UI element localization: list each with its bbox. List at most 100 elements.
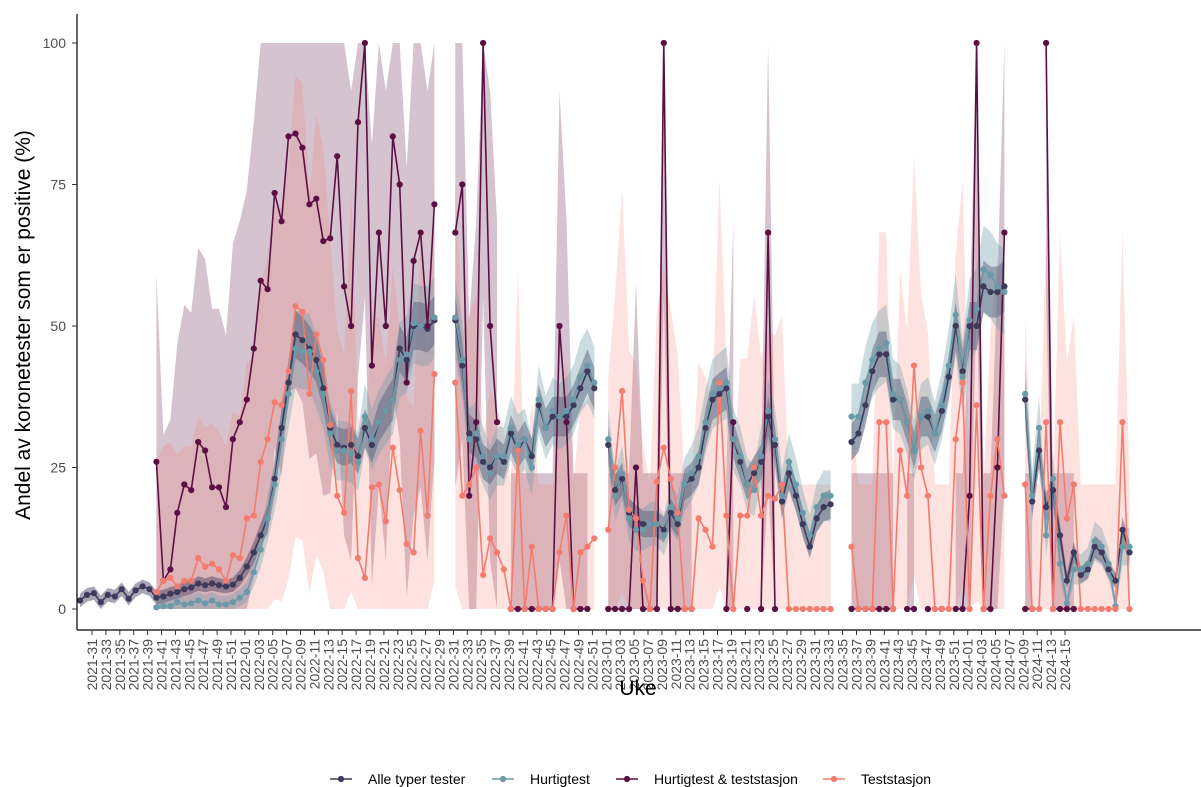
data-point-1-5 bbox=[188, 600, 195, 607]
data-point-1-84 bbox=[758, 453, 765, 460]
x-tick-label-6: 2021-43 bbox=[167, 639, 183, 691]
data-point-2-78 bbox=[771, 605, 779, 613]
data-point-0-133 bbox=[1049, 487, 1057, 494]
data-point-0-89 bbox=[716, 390, 723, 397]
data-point-1-129 bbox=[1098, 543, 1105, 550]
x-tick-label-28: 2022-35 bbox=[473, 639, 489, 691]
data-point-1-1 bbox=[160, 603, 167, 610]
x-tick-label-35: 2022-49 bbox=[571, 639, 587, 691]
data-point-1-103 bbox=[904, 419, 911, 426]
data-point-2-102 bbox=[1056, 605, 1064, 613]
data-point-1-124 bbox=[1063, 600, 1070, 607]
x-tick-label-17: 2022-13 bbox=[320, 639, 336, 691]
y-tick-label-25: 25 bbox=[50, 460, 66, 476]
data-point-0-129 bbox=[1022, 396, 1029, 403]
data-point-3-52 bbox=[528, 543, 535, 550]
data-point-2-49 bbox=[514, 605, 522, 613]
data-point-1-22 bbox=[306, 348, 313, 355]
data-point-1-65 bbox=[626, 515, 633, 522]
legend-marker-1 bbox=[499, 775, 507, 783]
data-point-1-115 bbox=[987, 272, 994, 279]
x-tick-label-5: 2021-41 bbox=[154, 639, 170, 691]
series-points bbox=[76, 39, 1133, 613]
data-point-2-64 bbox=[632, 464, 640, 471]
data-point-0-56 bbox=[480, 458, 487, 465]
data-point-0-124 bbox=[973, 322, 980, 330]
data-point-1-35 bbox=[396, 356, 403, 364]
data-point-1-21 bbox=[299, 348, 306, 355]
data-point-0-86 bbox=[695, 464, 702, 471]
data-point-1-72 bbox=[674, 515, 681, 522]
data-point-1-37 bbox=[410, 320, 417, 327]
data-point-1-95 bbox=[848, 413, 855, 420]
data-point-1-63 bbox=[612, 492, 619, 499]
data-point-1-30 bbox=[361, 413, 368, 420]
data-point-1-69 bbox=[653, 521, 661, 528]
data-point-3-26 bbox=[334, 492, 341, 499]
data-point-1-91 bbox=[806, 532, 813, 539]
data-point-2-46 bbox=[487, 322, 494, 330]
data-point-0-64 bbox=[535, 402, 542, 409]
data-point-3-39 bbox=[424, 512, 431, 519]
data-point-1-119 bbox=[1029, 492, 1036, 499]
data-point-0-130 bbox=[1029, 498, 1036, 505]
data-point-1-27 bbox=[341, 447, 348, 454]
data-point-0-15 bbox=[181, 586, 188, 593]
data-point-3-90 bbox=[799, 605, 806, 613]
data-point-1-34 bbox=[389, 396, 396, 403]
data-point-0-143 bbox=[1119, 526, 1126, 533]
data-point-1-24 bbox=[320, 390, 327, 397]
data-point-2-30 bbox=[361, 39, 368, 47]
data-point-1-123 bbox=[1056, 560, 1064, 567]
data-point-0-110 bbox=[876, 351, 883, 358]
data-point-0-55 bbox=[473, 436, 480, 443]
data-point-1-4 bbox=[181, 601, 188, 608]
data-point-0-37 bbox=[334, 441, 341, 448]
data-point-3-111 bbox=[959, 379, 966, 386]
data-point-0-90 bbox=[723, 385, 730, 392]
data-point-0-63 bbox=[528, 453, 535, 460]
series-line-1-4 bbox=[1024, 393, 1130, 607]
data-point-0-108 bbox=[862, 402, 869, 409]
data-point-0-101 bbox=[799, 521, 806, 528]
data-point-0-3 bbox=[97, 599, 104, 606]
data-point-0-16 bbox=[188, 584, 195, 591]
data-point-1-87 bbox=[778, 492, 786, 499]
data-point-2-27 bbox=[341, 283, 348, 290]
data-point-3-125 bbox=[1070, 481, 1077, 488]
data-point-3-120 bbox=[1036, 605, 1043, 613]
data-point-1-80 bbox=[730, 436, 737, 443]
data-point-1-85 bbox=[765, 407, 772, 414]
data-point-1-3 bbox=[174, 599, 181, 606]
data-point-3-5 bbox=[188, 577, 195, 584]
data-point-0-6 bbox=[118, 586, 125, 593]
data-point-3-86 bbox=[771, 495, 779, 502]
data-point-3-98 bbox=[869, 605, 876, 613]
data-point-2-104 bbox=[1070, 605, 1077, 613]
data-point-0-131 bbox=[1036, 447, 1043, 454]
data-point-1-109 bbox=[945, 362, 952, 369]
data-point-0-71 bbox=[584, 368, 591, 375]
data-point-2-29 bbox=[354, 119, 362, 126]
data-point-3-4 bbox=[181, 577, 188, 584]
data-point-0-135 bbox=[1063, 577, 1070, 584]
data-point-3-8 bbox=[209, 560, 216, 567]
data-point-3-130 bbox=[1105, 605, 1112, 613]
x-tick-label-33: 2022-45 bbox=[543, 639, 559, 691]
x-tick-label-70: 2024-15 bbox=[1057, 639, 1073, 691]
data-point-2-93 bbox=[973, 39, 980, 47]
data-point-0-69 bbox=[570, 402, 577, 409]
data-point-1-86 bbox=[771, 436, 779, 443]
data-point-3-24 bbox=[320, 356, 327, 364]
data-point-3-23 bbox=[313, 331, 320, 338]
x-tick-label-14: 2022-07 bbox=[279, 639, 295, 691]
data-point-2-20 bbox=[292, 130, 299, 137]
data-point-3-119 bbox=[1029, 605, 1036, 613]
data-point-2-6 bbox=[195, 438, 202, 446]
data-point-3-116 bbox=[994, 436, 1001, 443]
data-point-0-117 bbox=[924, 413, 932, 420]
data-point-3-112 bbox=[966, 605, 973, 613]
data-point-3-71 bbox=[667, 475, 674, 482]
data-point-2-43 bbox=[466, 492, 473, 499]
